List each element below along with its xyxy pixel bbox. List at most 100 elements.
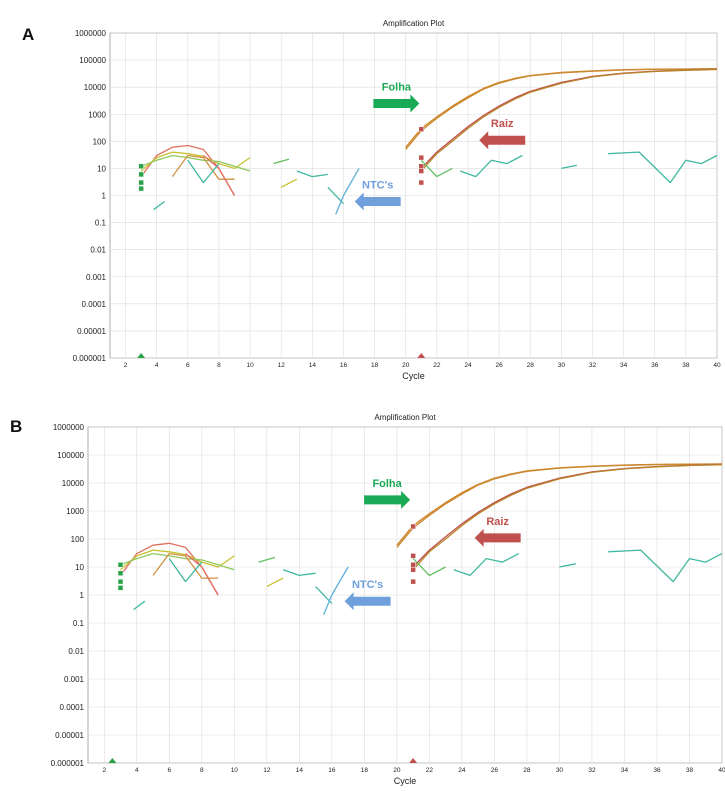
- threshold-markers: [138, 126, 425, 192]
- series-line: [412, 558, 446, 577]
- annotation-ntcs: NTC's: [354, 180, 401, 211]
- x-tick-label: 12: [278, 362, 286, 369]
- series-line: [153, 200, 165, 211]
- annotation-label: Folha: [372, 478, 402, 490]
- annotation-arrow: [479, 131, 526, 150]
- annotation-folha: Folha: [373, 81, 420, 113]
- y-tick-label: 1000: [66, 507, 84, 516]
- x-tick-label: 10: [246, 362, 254, 369]
- annotation-arrow: [354, 192, 401, 211]
- annotation-label: NTC's: [362, 180, 393, 192]
- annotation-label: Raiz: [486, 516, 509, 528]
- grid: [110, 32, 718, 359]
- threshold-marker: [138, 179, 144, 186]
- x-tick-label: 18: [371, 362, 379, 369]
- y-tick-label: 0.00001: [55, 731, 84, 740]
- x-tick-label: 6: [186, 362, 190, 369]
- threshold-marker: [138, 171, 144, 178]
- series-line: [140, 154, 251, 172]
- panel-label: A: [22, 25, 34, 44]
- series-line: [323, 566, 349, 615]
- x-tick-label: 22: [433, 362, 441, 369]
- annotation-ntcs: NTC's: [344, 579, 391, 611]
- threshold-marker: [410, 566, 416, 573]
- series-line: [608, 549, 723, 583]
- panel-label: B: [10, 417, 22, 436]
- y-tick-label: 0.0001: [82, 300, 107, 309]
- annotation-arrow: [474, 528, 521, 547]
- y-tick-label: 100000: [57, 451, 84, 460]
- annotation-arrow: [373, 94, 420, 113]
- series-line: [152, 552, 219, 579]
- x-tick-label: 6: [167, 767, 171, 774]
- x-tick-label: 8: [200, 767, 204, 774]
- axis-triangle-marker: [137, 353, 146, 358]
- y-axis: 1000000 100000 10000 1000 100 10 1 0.1 0.01 0.001…: [51, 423, 85, 768]
- annotation-label: Folha: [382, 81, 412, 93]
- x-tick-label: 32: [589, 362, 597, 369]
- y-tick-label: 100: [71, 535, 85, 544]
- annotation-arrow: [344, 592, 391, 611]
- threshold-marker: [138, 163, 144, 170]
- plot-title: Amplification Plot: [374, 413, 436, 422]
- x-tick-label: 16: [328, 767, 336, 774]
- x-tick-label: 34: [620, 362, 628, 369]
- y-tick-label: 0.001: [64, 675, 85, 684]
- y-axis: 1000000 100000 10000 1000 100 10 1 0.1 0.01 0.001…: [73, 29, 107, 363]
- series-line: [608, 151, 718, 184]
- y-tick-label: 0.1: [95, 219, 107, 228]
- y-tick-label: 0.000001: [73, 354, 107, 363]
- x-tick-label: 34: [621, 767, 629, 774]
- axis-triangle-marker: [409, 758, 418, 763]
- x-tick-label: 16: [340, 362, 348, 369]
- x-tick-label: 4: [135, 767, 139, 774]
- y-tick-label: 0.001: [86, 273, 107, 282]
- series-line: [280, 178, 298, 188]
- x-tick-label: 14: [309, 362, 317, 369]
- series-line: [296, 170, 328, 178]
- y-tick-label: 1: [102, 192, 107, 201]
- threshold-marker: [418, 126, 425, 132]
- threshold-marker: [418, 179, 425, 186]
- threshold-marker: [410, 578, 416, 585]
- x-tick-label: 28: [527, 362, 535, 369]
- y-tick-label: 0.01: [68, 647, 84, 656]
- axis-triangle-marker: [417, 353, 426, 358]
- series-line: [140, 151, 251, 172]
- y-tick-label: 100: [93, 137, 107, 146]
- series-line: [453, 553, 520, 577]
- x-tick-label: 26: [491, 767, 499, 774]
- y-tick-label: 1000000: [53, 423, 85, 432]
- x-axis-label: Cycle: [402, 371, 425, 381]
- threshold-marker: [117, 562, 124, 568]
- threshold-marker: [418, 154, 425, 161]
- x-tick-label: 36: [653, 767, 661, 774]
- series-line: [187, 159, 220, 184]
- y-tick-label: 10: [75, 563, 84, 572]
- grid: [88, 426, 723, 764]
- y-tick-label: 100000: [79, 56, 106, 65]
- x-tick-label: 26: [495, 362, 503, 369]
- y-tick-label: 0.00001: [77, 327, 106, 336]
- y-tick-label: 0.0001: [60, 703, 85, 712]
- y-tick-label: 1000000: [75, 29, 107, 38]
- series-line: [561, 164, 578, 170]
- x-axis-label: Cycle: [394, 776, 417, 786]
- threshold-marker: [117, 585, 124, 591]
- y-tick-label: 10: [97, 164, 106, 173]
- chart-panel-b: B Amplification Plot100000010000010000100…: [10, 413, 725, 786]
- annotation-label: Raiz: [491, 118, 514, 130]
- x-tick-label: 2: [124, 362, 128, 369]
- series-line: [258, 556, 276, 563]
- annotation-arrow: [364, 490, 411, 509]
- threshold-marker: [117, 578, 124, 585]
- y-tick-label: 0.1: [73, 619, 85, 628]
- x-tick-label: 10: [231, 767, 239, 774]
- x-tick-label: 40: [718, 767, 725, 774]
- x-tick-label: 38: [686, 767, 694, 774]
- x-tick-label: 40: [713, 362, 721, 369]
- x-tick-label: 24: [464, 362, 472, 369]
- axis-triangle-marker: [108, 758, 117, 763]
- series-line: [120, 549, 235, 571]
- series-line: [282, 569, 316, 577]
